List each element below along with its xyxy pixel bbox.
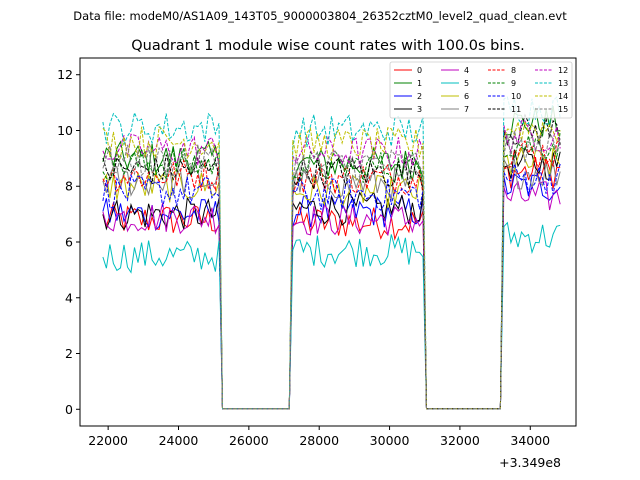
- series-line-1: [102, 105, 561, 410]
- legend-label-3: 3: [417, 105, 422, 114]
- legend-label-10: 10: [511, 92, 521, 101]
- y-tick-label: 6: [65, 235, 73, 250]
- x-tick-label: 28000: [299, 433, 339, 448]
- legend-label-8: 8: [511, 66, 516, 75]
- x-tick-label: 22000: [88, 433, 128, 448]
- y-tick-label: 4: [65, 290, 73, 305]
- series-line-2: [102, 173, 561, 410]
- legend-label-2: 2: [417, 92, 422, 101]
- series-line-4: [102, 180, 561, 410]
- chart-title: Quadrant 1 module wise count rates with …: [131, 38, 525, 54]
- x-axis-offset-label: +3.349e8: [499, 455, 561, 470]
- legend-label-9: 9: [511, 79, 516, 88]
- series-line-10: [102, 162, 561, 410]
- x-tick-label: 30000: [370, 433, 410, 448]
- legend-label-15: 15: [558, 105, 568, 114]
- legend-label-4: 4: [464, 66, 469, 75]
- y-tick-label: 8: [65, 179, 73, 194]
- y-axis-ticks: 0 2 4 6 8 10 12: [57, 67, 80, 417]
- y-tick-label: 2: [65, 346, 73, 361]
- y-tick-label: 10: [57, 123, 73, 138]
- legend-label-11: 11: [511, 105, 521, 114]
- x-tick-label: 34000: [510, 433, 550, 448]
- legend-label-5: 5: [464, 79, 469, 88]
- y-tick-label: 12: [57, 67, 73, 82]
- legend-label-13: 13: [558, 79, 568, 88]
- series-line-8: [102, 138, 561, 410]
- data-file-label: Data file: modeM0/AS1A09_143T05_90000038…: [73, 9, 567, 23]
- legend-box: [389, 61, 573, 119]
- legend-label-6: 6: [464, 92, 469, 101]
- legend-label-14: 14: [558, 92, 568, 101]
- x-tick-label: 24000: [159, 433, 199, 448]
- legend-label-7: 7: [464, 105, 469, 114]
- series-lines: [102, 96, 561, 410]
- x-tick-label: 26000: [229, 433, 269, 448]
- series-line-5: [102, 221, 561, 410]
- legend-label-12: 12: [558, 66, 568, 75]
- series-line-6: [102, 147, 561, 410]
- legend-label-1: 1: [417, 79, 422, 88]
- x-axis-ticks: 22000 24000 26000 28000 30000 32000 34000: [88, 426, 550, 448]
- y-tick-label: 0: [65, 402, 73, 417]
- x-tick-label: 32000: [440, 433, 480, 448]
- legend-label-0: 0: [417, 66, 422, 75]
- series-line-15: [102, 130, 561, 410]
